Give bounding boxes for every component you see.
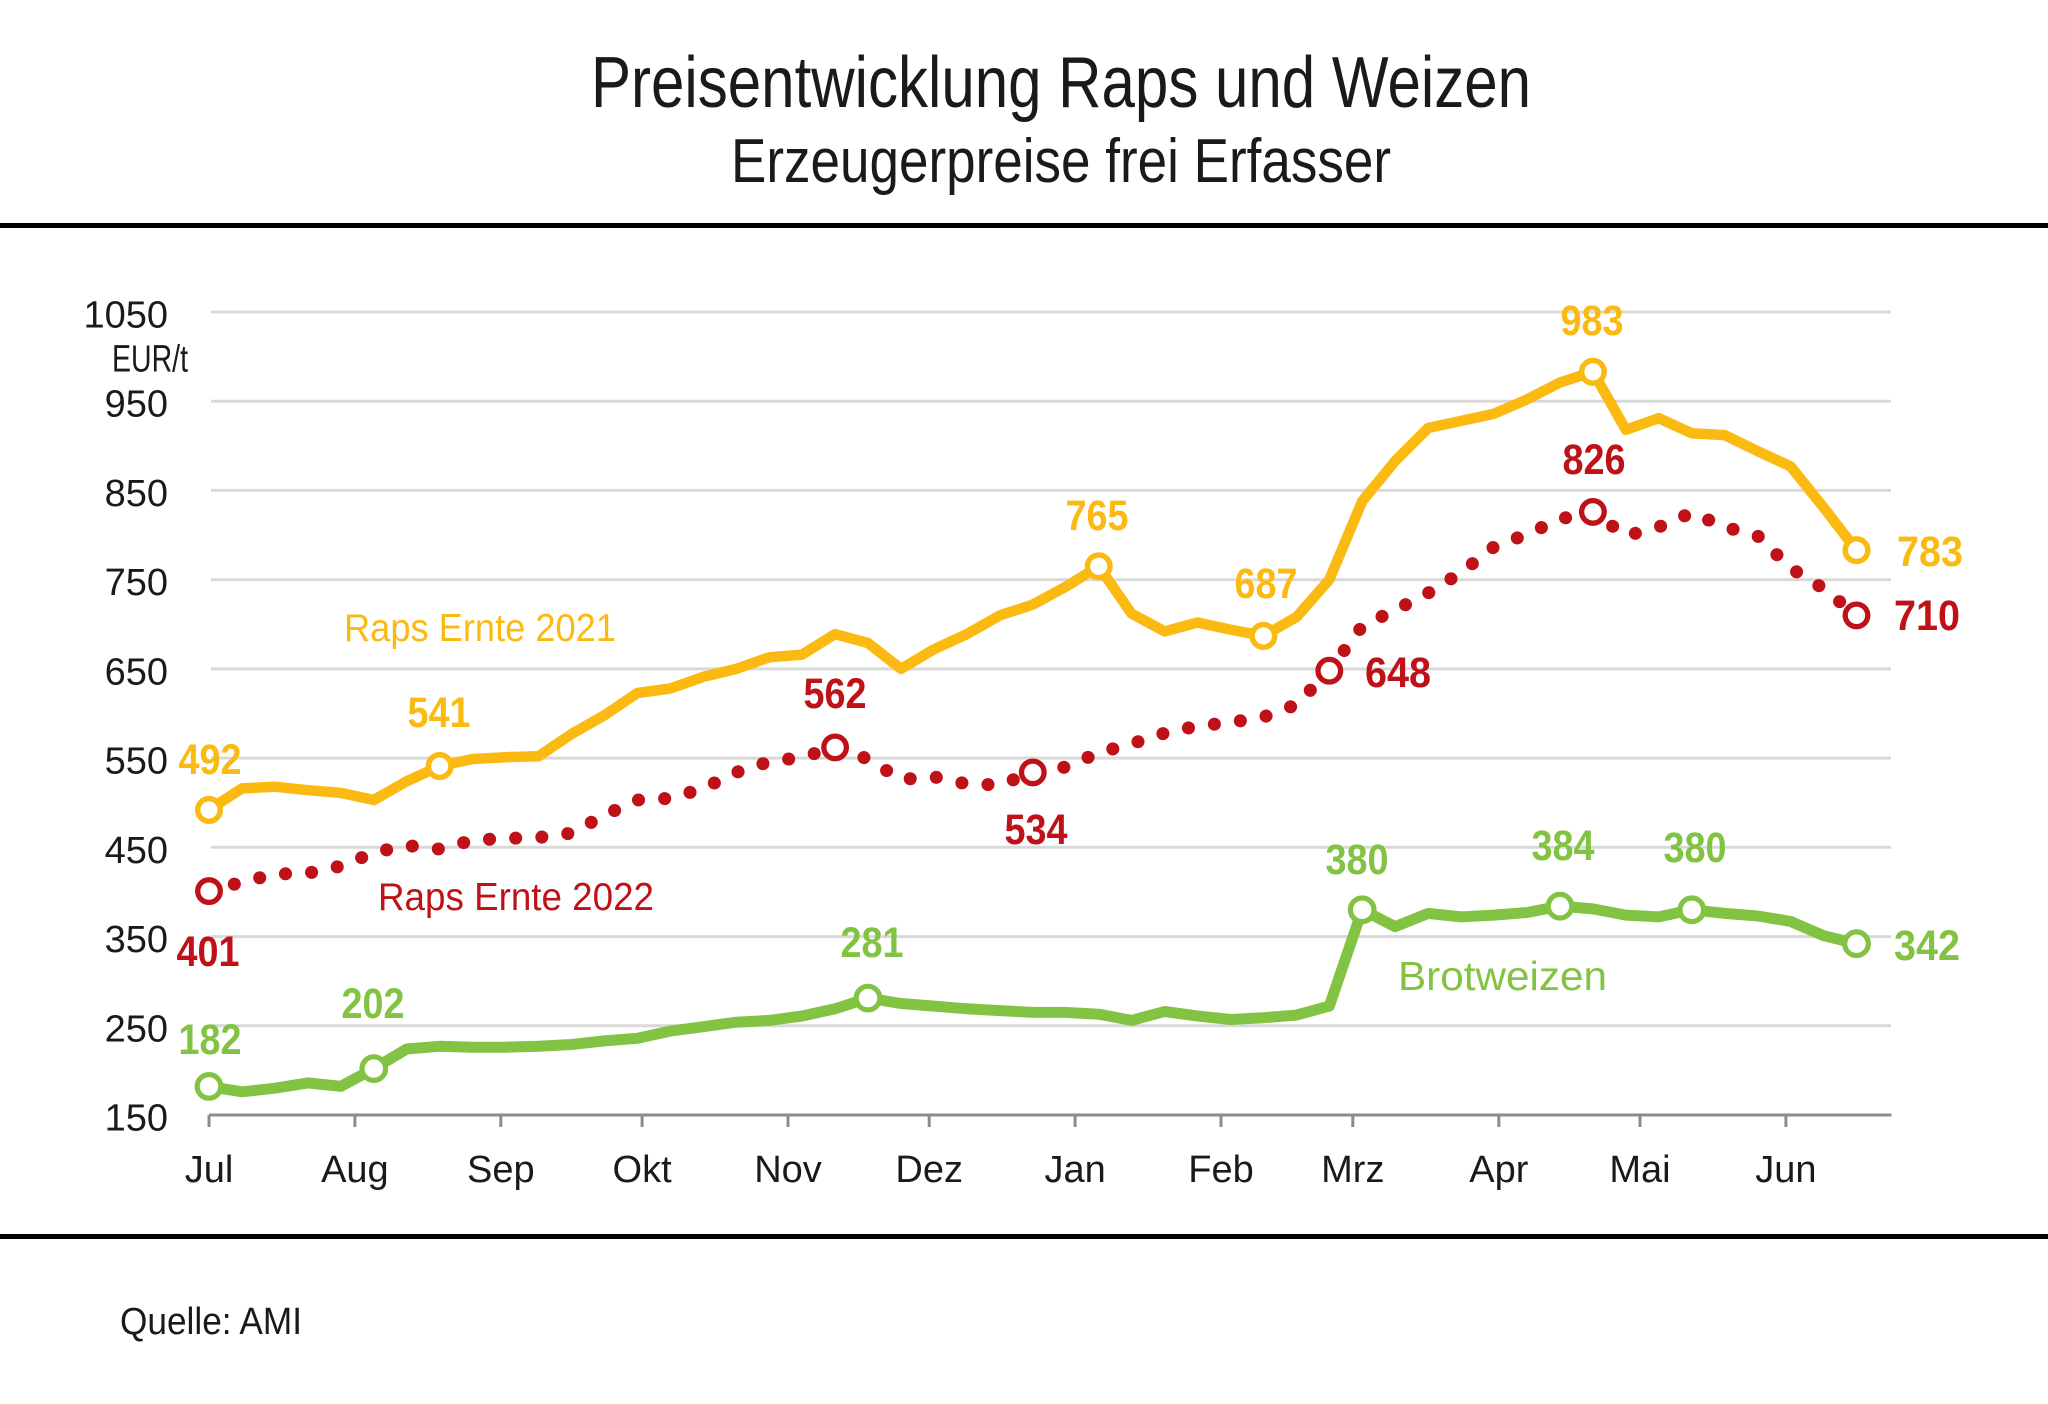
svg-text:Jan: Jan xyxy=(1044,1149,1105,1191)
svg-text:534: 534 xyxy=(1005,806,1068,854)
svg-text:Okt: Okt xyxy=(613,1149,673,1191)
svg-text:Preisentwicklung Raps und Weiz: Preisentwicklung Raps und Weizen xyxy=(591,43,1531,123)
svg-text:850: 850 xyxy=(105,473,168,515)
svg-text:950: 950 xyxy=(105,384,168,426)
svg-text:182: 182 xyxy=(179,1016,242,1064)
svg-text:Sep: Sep xyxy=(467,1149,535,1191)
svg-text:150: 150 xyxy=(105,1098,168,1140)
svg-text:281: 281 xyxy=(841,919,904,967)
svg-text:Brotweizen: Brotweizen xyxy=(1398,953,1607,999)
svg-text:Dez: Dez xyxy=(895,1149,963,1191)
svg-text:401: 401 xyxy=(177,928,240,976)
svg-text:550: 550 xyxy=(105,741,168,783)
svg-text:Raps Ernte 2022: Raps Ernte 2022 xyxy=(378,876,654,919)
svg-text:562: 562 xyxy=(804,670,867,718)
svg-text:765: 765 xyxy=(1066,492,1129,540)
svg-text:983: 983 xyxy=(1561,297,1624,345)
svg-text:Quelle: AMI: Quelle: AMI xyxy=(120,1301,302,1343)
svg-text:687: 687 xyxy=(1235,560,1298,608)
svg-text:826: 826 xyxy=(1563,436,1626,484)
svg-text:250: 250 xyxy=(105,1008,168,1050)
svg-text:384: 384 xyxy=(1532,822,1595,870)
svg-text:380: 380 xyxy=(1326,836,1389,884)
svg-text:541: 541 xyxy=(408,689,471,737)
svg-text:Jul: Jul xyxy=(185,1149,234,1191)
svg-text:Nov: Nov xyxy=(754,1149,822,1191)
svg-text:Apr: Apr xyxy=(1469,1149,1528,1191)
svg-text:350: 350 xyxy=(105,919,168,961)
svg-text:380: 380 xyxy=(1664,824,1727,872)
svg-text:Aug: Aug xyxy=(321,1149,389,1191)
svg-text:Mrz: Mrz xyxy=(1321,1149,1384,1191)
svg-text:648: 648 xyxy=(1365,649,1431,697)
svg-text:1050: 1050 xyxy=(83,295,168,337)
svg-text:Erzeugerpreise frei Erfasser: Erzeugerpreise frei Erfasser xyxy=(731,127,1391,196)
svg-text:750: 750 xyxy=(105,562,168,604)
svg-text:783: 783 xyxy=(1897,528,1963,576)
svg-text:710: 710 xyxy=(1894,592,1960,640)
svg-text:Feb: Feb xyxy=(1188,1149,1253,1191)
svg-text:650: 650 xyxy=(105,651,168,693)
svg-text:EUR/t: EUR/t xyxy=(112,339,188,381)
svg-text:342: 342 xyxy=(1894,922,1960,970)
svg-text:450: 450 xyxy=(105,830,168,872)
svg-text:Jun: Jun xyxy=(1755,1149,1816,1191)
svg-text:Raps Ernte 2021: Raps Ernte 2021 xyxy=(344,607,616,650)
svg-text:Mai: Mai xyxy=(1609,1149,1670,1191)
svg-text:492: 492 xyxy=(179,736,242,784)
svg-text:202: 202 xyxy=(342,980,405,1028)
